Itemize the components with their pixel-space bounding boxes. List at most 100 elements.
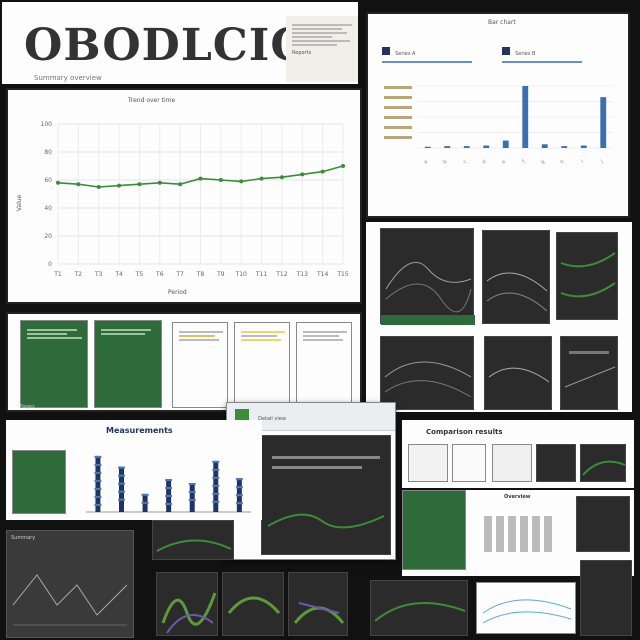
lower-right-thumb[interactable] bbox=[402, 490, 466, 570]
main-chart-title: Trend over time bbox=[128, 97, 176, 104]
bottom-tile-1-plot bbox=[156, 539, 232, 552]
x-tick-label: h bbox=[559, 159, 565, 166]
data-point bbox=[341, 164, 345, 168]
y-tick-label: 60 bbox=[44, 177, 52, 184]
tile-2[interactable] bbox=[482, 230, 550, 324]
thumb-4[interactable] bbox=[234, 322, 290, 408]
bottom-tile-4[interactable] bbox=[288, 572, 348, 636]
bottom-tile-6-plot bbox=[482, 599, 572, 624]
legend-label-a: Series A bbox=[395, 51, 416, 57]
bottom-tile-5-plot bbox=[374, 602, 466, 622]
bottom-tile-7[interactable] bbox=[580, 560, 632, 636]
popup-title: Detail view bbox=[258, 416, 286, 422]
data-point bbox=[178, 182, 183, 187]
lower-chart-panel: Measurements bbox=[6, 420, 262, 520]
bar-segment bbox=[118, 474, 125, 477]
data-point bbox=[117, 183, 122, 188]
data-point bbox=[56, 180, 60, 185]
bottom-tile-1[interactable] bbox=[152, 520, 234, 560]
bar-segment bbox=[188, 491, 196, 494]
lower-chart-thumb[interactable] bbox=[12, 450, 66, 514]
data-point bbox=[300, 172, 305, 177]
y-tick-label: 80 bbox=[44, 149, 52, 156]
x-tick-label: T10 bbox=[235, 271, 247, 278]
gallery-thumb-3[interactable] bbox=[492, 444, 532, 482]
bar-segment bbox=[235, 486, 243, 489]
main-chart-panel: Trend over time Value 100 80 60 40 20 0 T1 T2 T3… bbox=[6, 88, 362, 304]
top-right-panel: Bar chart Series A Series B a b c d e f g h i j bbox=[366, 12, 630, 218]
data-point bbox=[96, 185, 101, 189]
lower-right-bars bbox=[484, 516, 552, 552]
tile-5[interactable] bbox=[484, 336, 552, 410]
bottom-tile-3[interactable] bbox=[222, 572, 284, 636]
bottom-tile-4-plot bbox=[293, 602, 345, 624]
tile-1-plot bbox=[381, 261, 475, 325]
bar-segment bbox=[235, 502, 243, 505]
bar bbox=[119, 466, 124, 512]
x-tick-label: T7 bbox=[175, 271, 184, 278]
thumb-5[interactable] bbox=[296, 322, 352, 408]
x-tick-label: i bbox=[580, 159, 585, 164]
gallery-thumb-1[interactable] bbox=[408, 444, 448, 482]
bar-segment bbox=[212, 500, 220, 503]
gallery-title: Comparison results bbox=[426, 428, 503, 436]
bar-segment bbox=[118, 482, 125, 485]
gallery-thumb-4[interactable] bbox=[536, 444, 576, 482]
bar-segment bbox=[212, 460, 220, 463]
lower-right-dark[interactable] bbox=[576, 496, 630, 552]
bottom-left-plot bbox=[12, 574, 128, 626]
bar bbox=[600, 97, 607, 148]
bar-segment bbox=[165, 487, 173, 489]
thumb-3[interactable] bbox=[172, 322, 228, 408]
data-point bbox=[198, 176, 203, 181]
header-note-block: Reports bbox=[286, 16, 358, 82]
x-tick-label: T3 bbox=[94, 271, 103, 278]
bar-segment bbox=[118, 498, 125, 501]
side-label bbox=[384, 116, 412, 119]
x-tick-label: a bbox=[423, 159, 429, 166]
bar-segment bbox=[165, 503, 173, 505]
bar bbox=[541, 144, 548, 148]
tile-1[interactable] bbox=[380, 228, 475, 325]
main-chart-xlabel: Period bbox=[168, 289, 187, 296]
data-point bbox=[259, 176, 264, 181]
bottom-tile-3-plot bbox=[227, 596, 281, 614]
tile-4[interactable] bbox=[380, 336, 474, 410]
bar bbox=[444, 146, 451, 148]
bottom-tile-2[interactable] bbox=[156, 572, 218, 636]
bottom-tile-6[interactable] bbox=[476, 582, 576, 634]
x-tick-label: e bbox=[501, 159, 507, 166]
x-tick-label: T8 bbox=[196, 271, 205, 278]
bottom-tile-5[interactable] bbox=[370, 580, 468, 636]
bar-segment bbox=[188, 483, 196, 486]
x-tick-label: f bbox=[521, 159, 526, 165]
line-chart-main: 100 80 60 40 20 0T1 T2 T3 T4 T5 T6 T7 T8 T9 T10 T11 T12 T… bbox=[41, 121, 349, 278]
footer-label: Summary bbox=[11, 535, 36, 541]
x-tick-label: T6 bbox=[155, 271, 164, 278]
tile-5-plot bbox=[488, 367, 550, 383]
side-label bbox=[384, 106, 412, 109]
x-tick-label: b bbox=[442, 159, 448, 166]
x-tick-label: T2 bbox=[74, 271, 83, 278]
gallery-thumb-5[interactable] bbox=[580, 444, 626, 482]
data-point bbox=[137, 182, 142, 187]
gallery-thumb-2[interactable] bbox=[452, 444, 486, 482]
bar-segment bbox=[94, 487, 102, 490]
bar-segment bbox=[212, 476, 220, 479]
data-point bbox=[279, 175, 284, 180]
bar bbox=[561, 146, 568, 148]
y-tick-label: 20 bbox=[44, 233, 52, 240]
thumb-2[interactable] bbox=[94, 320, 162, 408]
bar-segment bbox=[212, 492, 220, 495]
thumb-1[interactable] bbox=[20, 320, 88, 408]
tile-3[interactable] bbox=[556, 232, 618, 320]
tile-6[interactable] bbox=[560, 336, 618, 410]
tile-6-plot bbox=[564, 351, 616, 388]
bar bbox=[483, 145, 490, 148]
bar bbox=[95, 455, 101, 512]
bar-segment bbox=[94, 495, 102, 498]
legend-box-2: Series B bbox=[502, 40, 602, 64]
bar bbox=[463, 146, 470, 148]
bottom-tile-2-plot bbox=[161, 592, 217, 634]
top-right-title: Bar chart bbox=[488, 19, 516, 26]
